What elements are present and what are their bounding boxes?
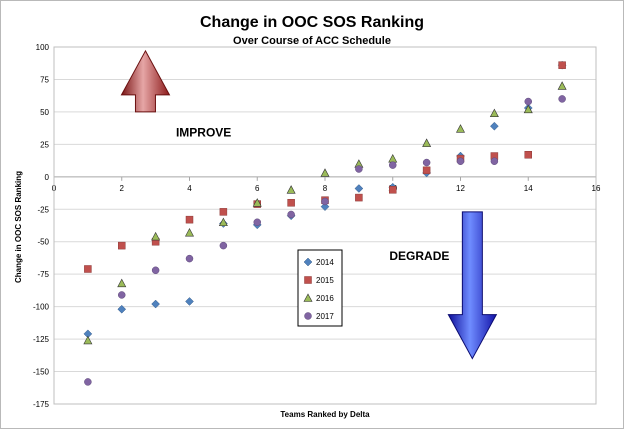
x-tick-label: 4	[187, 184, 192, 193]
y-tick-label: -100	[33, 303, 50, 312]
data-point	[253, 218, 261, 227]
data-point	[422, 158, 431, 167]
y-tick-label: 50	[40, 108, 49, 117]
data-point	[117, 278, 127, 288]
data-point	[218, 217, 228, 227]
legend: 2014 2015 2016 2017	[297, 249, 343, 327]
data-point	[84, 265, 92, 273]
legend-marker	[304, 276, 312, 284]
data-point	[355, 193, 363, 202]
x-tick-label: 14	[524, 184, 533, 193]
data-point	[422, 166, 431, 175]
degrade-arrow	[447, 211, 498, 360]
data-point	[490, 157, 499, 165]
legend-label: 2015	[316, 276, 334, 285]
data-point	[321, 197, 329, 206]
data-point	[219, 208, 228, 216]
data-point	[456, 124, 465, 133]
data-point	[389, 186, 397, 194]
data-points	[83, 60, 567, 386]
data-point	[422, 138, 432, 147]
chart-title: Change in OOC SOS Ranking	[200, 14, 424, 31]
x-tick-labels: 0246810121416	[52, 184, 601, 193]
y-tick-label: 25	[40, 140, 49, 149]
data-point	[388, 154, 398, 163]
data-point	[252, 198, 262, 207]
data-point	[490, 121, 499, 131]
data-point	[286, 185, 296, 194]
legend-marker	[303, 293, 313, 302]
data-point	[557, 81, 567, 90]
y-axis-label: Change in OOC SOS Ranking	[14, 171, 23, 283]
y-tick-label: 0	[45, 173, 50, 182]
y-tick-label: -175	[33, 400, 50, 409]
data-point	[558, 95, 566, 103]
data-point	[219, 241, 228, 250]
data-point	[456, 157, 465, 165]
annotation-arrows	[120, 49, 498, 360]
data-point	[151, 231, 161, 241]
legend-marker	[303, 257, 313, 267]
data-point	[118, 241, 126, 250]
x-tick-label: 2	[120, 184, 125, 193]
legend-label: 2014	[316, 258, 334, 267]
data-point	[355, 165, 363, 173]
data-point	[151, 266, 160, 275]
data-point	[287, 199, 295, 207]
y-tick-label: -50	[37, 238, 49, 247]
y-tick-label: -125	[33, 335, 50, 344]
annotations: IMPROVE DEGRADE	[176, 126, 449, 263]
y-tick-label: -25	[37, 205, 49, 214]
data-point	[489, 108, 499, 118]
data-point	[185, 215, 194, 224]
data-point	[287, 210, 295, 219]
data-point	[83, 335, 93, 345]
data-point	[185, 228, 194, 237]
data-point	[389, 161, 397, 169]
x-tick-label: 12	[456, 184, 465, 193]
legend-marker	[304, 312, 312, 320]
data-point	[524, 150, 532, 159]
data-point	[354, 184, 364, 193]
improve-label: IMPROVE	[176, 126, 231, 140]
data-point	[185, 297, 194, 306]
data-point	[118, 291, 126, 299]
x-axis-label: Teams Ranked by Delta	[280, 410, 370, 419]
data-point	[84, 378, 92, 386]
y-tick-label: 100	[36, 43, 50, 52]
data-point	[151, 299, 160, 309]
x-tick-label: 6	[255, 184, 260, 193]
y-tick-labels: 100 75 50 25 0 -25 -50 -75 -100 -125 -150 -175	[33, 43, 50, 409]
degrade-label: DEGRADE	[389, 249, 449, 263]
legend-label: 2017	[316, 312, 334, 321]
y-tick-label: 75	[40, 75, 49, 84]
data-point	[185, 254, 194, 263]
data-point	[524, 97, 532, 106]
data-point	[523, 104, 533, 114]
data-point	[320, 202, 330, 212]
data-point	[320, 168, 330, 177]
x-tick-label: 8	[323, 184, 328, 193]
y-tick-label: -75	[37, 270, 49, 279]
data-point	[558, 61, 566, 69]
plot-area	[53, 46, 597, 405]
data-point	[117, 304, 127, 314]
legend-label: 2016	[316, 294, 334, 303]
chart-subtitle: Over Course of ACC Schedule	[233, 35, 391, 47]
y-tick-label: -150	[33, 368, 50, 377]
improve-arrow	[120, 49, 171, 113]
